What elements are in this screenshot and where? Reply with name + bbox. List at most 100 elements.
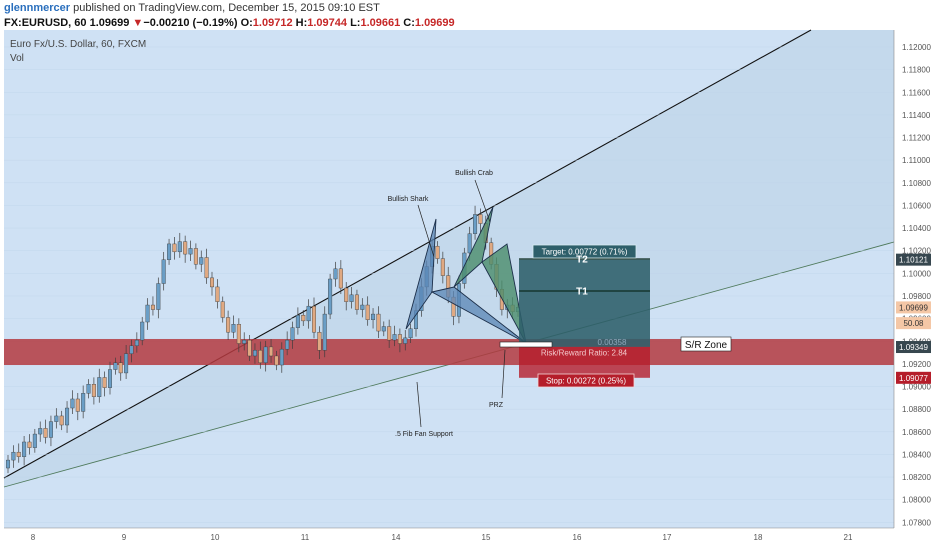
close-label: C: <box>403 17 415 29</box>
fib-fan-region <box>4 30 894 487</box>
candle-body <box>328 278 333 315</box>
candle-body <box>32 433 37 448</box>
candle-body <box>226 317 231 333</box>
high-label: H: <box>295 17 308 29</box>
price-marker-label: 1.09699 <box>899 303 928 312</box>
candle-body <box>140 321 145 341</box>
candle-body <box>349 294 354 302</box>
candle-body <box>156 283 161 310</box>
chart-legend: Euro Fx/U.S. Dollar, 60, FXCM Vol <box>10 38 146 66</box>
time-axis <box>0 528 932 550</box>
price-marker <box>896 341 931 354</box>
legend-vol: Vol <box>10 53 24 64</box>
candle-body <box>48 421 53 438</box>
symbol-label: FX:EURUSD, 60 <box>4 17 87 29</box>
change-value: −0.00210 (−0.19%) <box>143 17 238 29</box>
target-box <box>519 259 650 347</box>
candle-body <box>392 334 397 341</box>
shark-triangle-2 <box>430 286 527 344</box>
open-value: 1.09712 <box>252 17 293 29</box>
y-tick-label: 1.11600 <box>902 88 931 97</box>
down-arrow-icon: ▼ <box>132 17 144 29</box>
candle-body <box>188 248 193 255</box>
x-tick-label: 21 <box>844 533 853 542</box>
shark-label: Bullish Shark <box>388 196 429 203</box>
ohlc-header: FX:EURUSD, 60 1.09699 ▼−0.00210 (−0.19%)… <box>4 17 455 29</box>
fib-fan-pointer <box>416 381 422 428</box>
target-label-bg <box>532 244 637 259</box>
y-tick-label: 1.09200 <box>902 360 931 369</box>
x-tick-label: 10 <box>211 533 220 542</box>
y-tick-label: 1.07800 <box>902 518 931 527</box>
candle-body <box>258 350 263 363</box>
candle-body <box>167 243 172 260</box>
open-label: O: <box>240 17 253 29</box>
candle-body <box>38 428 43 435</box>
candle-body <box>91 384 96 397</box>
y-tick-label: 1.10000 <box>902 269 931 278</box>
candle-body <box>102 377 107 388</box>
price-marker <box>896 371 931 384</box>
candle-body <box>215 286 220 302</box>
y-tick-label: 1.08200 <box>902 473 931 482</box>
crab-triangle-2 <box>481 243 527 344</box>
t2-label: T2 <box>576 255 588 266</box>
low-value: 1.09661 <box>360 17 401 29</box>
y-tick-label: 1.09000 <box>902 383 931 392</box>
fib-fan-label: .5 Fib Fan Support <box>395 431 453 438</box>
y-tick-label: 1.08600 <box>902 428 931 437</box>
candle-body <box>381 326 386 332</box>
price-marker-label: 50.08 <box>903 319 924 328</box>
y-tick-label: 1.11000 <box>902 156 931 165</box>
price-marker <box>896 317 931 330</box>
x-tick-label: 15 <box>482 533 491 542</box>
candle-body <box>27 441 32 448</box>
candle-body <box>209 277 214 288</box>
candle-body <box>54 415 59 422</box>
candle-body <box>274 355 279 366</box>
low-label: L: <box>350 17 361 29</box>
candle-body <box>269 346 274 357</box>
last-price: 1.09699 <box>89 17 130 29</box>
candle-body <box>371 313 376 320</box>
price-marker <box>896 301 931 314</box>
x-tick-label: 9 <box>122 533 127 542</box>
y-tick-label: 1.08800 <box>902 405 931 414</box>
candle-body <box>172 243 177 253</box>
y-tick-label: 1.12000 <box>902 43 931 52</box>
candle-body <box>43 428 48 438</box>
prz-label: PRZ <box>489 402 504 409</box>
crab-pointer <box>474 179 491 223</box>
y-tick-label: 1.08400 <box>902 450 931 459</box>
candle-body <box>145 304 150 323</box>
candle-body <box>344 287 349 302</box>
candle-body <box>11 451 16 461</box>
price-marker-label: 1.09077 <box>899 374 928 383</box>
candle-body <box>312 305 317 333</box>
candle-body <box>129 345 134 354</box>
sr-label-bg <box>680 336 732 352</box>
stop-label: Stop: 0.00272 (0.25%) <box>546 377 626 386</box>
price-marker-label: 1.10121 <box>899 256 928 265</box>
candle-body <box>177 241 182 253</box>
high-value: 1.09744 <box>307 17 347 29</box>
candle-body <box>220 301 225 318</box>
target-label: Target: 0.00772 (0.71%) <box>542 248 628 257</box>
entry-marker <box>499 341 553 348</box>
candle-body <box>360 304 365 310</box>
prz-pointer <box>501 349 506 399</box>
x-tick-label: 14 <box>392 533 401 542</box>
author-link[interactable]: glennmercer <box>4 2 71 14</box>
candle-body <box>467 233 472 254</box>
stop-box <box>519 346 650 378</box>
candle-body <box>161 259 166 284</box>
candle-body <box>338 268 343 289</box>
candle-body <box>317 331 322 351</box>
y-tick-label: 1.10800 <box>902 179 931 188</box>
candle-body <box>322 313 327 351</box>
candle-body <box>97 377 102 397</box>
price-axis <box>894 30 932 528</box>
price-marker-label: 1.09349 <box>899 343 928 352</box>
candle-body <box>107 369 112 388</box>
